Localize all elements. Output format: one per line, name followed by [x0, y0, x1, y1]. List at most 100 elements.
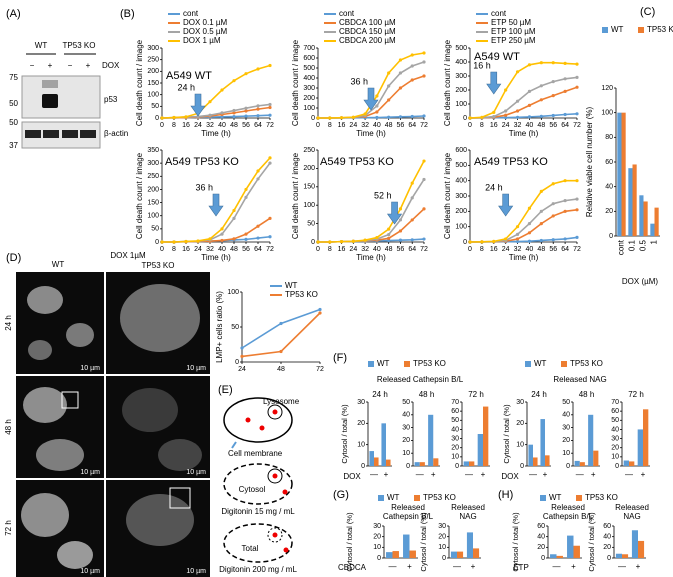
y-tick-label: 0	[520, 463, 524, 470]
data-point	[172, 115, 176, 120]
data-point	[256, 177, 260, 181]
data-point	[422, 207, 426, 211]
y-tick-label: 60	[611, 408, 619, 415]
bar	[463, 461, 469, 466]
data-point	[351, 115, 355, 119]
band	[43, 130, 59, 138]
x-tick-label: +	[571, 562, 576, 571]
lane-label: −	[68, 61, 73, 70]
y-tick-label: 250	[147, 57, 159, 64]
panel-title: 48 h	[579, 390, 595, 399]
x-tick-label: —	[370, 470, 378, 479]
data-point	[539, 238, 543, 243]
diagram-label: Lysosome	[263, 397, 300, 406]
y-tick-label: 20	[605, 208, 613, 215]
x-tick-label: 0	[316, 122, 320, 129]
legend-label: WT	[377, 359, 390, 368]
x-tick-label: 56	[397, 246, 405, 253]
x-tick-label: +	[384, 470, 389, 479]
x-tick-label: 0	[468, 246, 472, 253]
series-line	[469, 209, 578, 243]
x-tick-label: 32	[361, 122, 369, 129]
panel-title: 72 h	[628, 390, 644, 399]
data-point	[551, 61, 555, 65]
arrow	[208, 193, 224, 217]
x-tick-label: 56	[549, 246, 557, 253]
data-point	[539, 222, 543, 226]
y-axis-label: LMP+ cells ratio (%)	[215, 291, 224, 363]
data-point	[563, 199, 567, 203]
legend-label: TP53 KO	[285, 290, 318, 299]
panel-title: 24 h	[372, 390, 388, 399]
x-tick-label: 8	[328, 122, 332, 129]
data-point	[244, 237, 248, 241]
y-tick-label: 20	[373, 534, 381, 541]
cell	[57, 541, 93, 569]
group-title: Cathepsin B/L	[543, 512, 594, 521]
data-point	[244, 195, 248, 199]
data-point	[398, 229, 403, 233]
data-point	[172, 240, 176, 244]
x-tick-label: 64	[254, 246, 262, 253]
x-tick-label: —	[416, 470, 424, 479]
x-axis-label: DOX (µM)	[622, 277, 658, 286]
data-point	[351, 239, 355, 243]
x-axis-label: Time (h)	[201, 253, 231, 262]
data-point	[480, 115, 484, 119]
diagram-label: Cell membrane	[228, 449, 283, 458]
data-point	[410, 181, 414, 185]
group-title: Released Cathepsin B/L	[377, 375, 464, 384]
x-tick-label: —	[625, 470, 633, 479]
data-point	[244, 72, 248, 76]
cell	[23, 387, 67, 423]
x-axis-label: Time (h)	[509, 129, 539, 138]
x-tick-label: 24	[194, 246, 202, 253]
data-point	[232, 115, 236, 119]
legend-label: WT	[611, 25, 624, 34]
y-tick-label: 30	[402, 424, 410, 431]
data-point	[575, 197, 579, 201]
legend-swatch	[525, 361, 531, 367]
y-tick-label: 200	[147, 68, 159, 75]
y-tick-label: 30	[357, 399, 365, 406]
micrograph-header: DOX 1µM	[110, 251, 146, 260]
x-tick-label: cont	[617, 239, 626, 255]
data-point	[220, 111, 224, 115]
y-tick-label: 10	[562, 450, 570, 457]
x-tick-label: 24	[502, 246, 510, 253]
inset-box	[169, 487, 191, 509]
series-line	[241, 308, 321, 349]
y-tick-label: 60	[605, 159, 613, 166]
legend-label: WT	[549, 493, 562, 502]
x-tick-label: 72	[316, 366, 324, 373]
band	[25, 130, 41, 138]
annotation: 24 h	[177, 82, 195, 92]
y-tick-label: 80	[605, 134, 613, 141]
legend-label: CBDCA 150 µM	[339, 27, 396, 36]
data-point	[515, 239, 520, 244]
data-point	[563, 209, 567, 213]
data-point	[410, 64, 414, 68]
enzyme	[272, 473, 278, 479]
data-point	[268, 105, 272, 110]
panel-label: (F)	[333, 352, 347, 364]
y-tick-label: 20	[357, 420, 365, 427]
data-point	[515, 70, 520, 74]
data-point	[410, 196, 414, 200]
data-point	[575, 75, 579, 79]
data-point	[575, 112, 579, 116]
legend-label: DOX 0.5 µM	[183, 27, 228, 36]
column-label: TP53 KO	[142, 261, 175, 270]
y-axis-label: Cell death count / image	[443, 39, 452, 126]
x-tick-label: 0.1	[628, 239, 637, 251]
y-tick-label: 30	[438, 523, 446, 530]
x-tick-label: 48	[537, 246, 545, 253]
band	[62, 130, 78, 138]
y-tick-label: 0	[566, 463, 570, 470]
y-tick-label: 100	[147, 213, 159, 220]
data-point	[398, 58, 403, 62]
data-point	[410, 218, 414, 222]
data-point	[563, 77, 567, 81]
data-point	[316, 240, 320, 244]
bar	[392, 551, 399, 558]
